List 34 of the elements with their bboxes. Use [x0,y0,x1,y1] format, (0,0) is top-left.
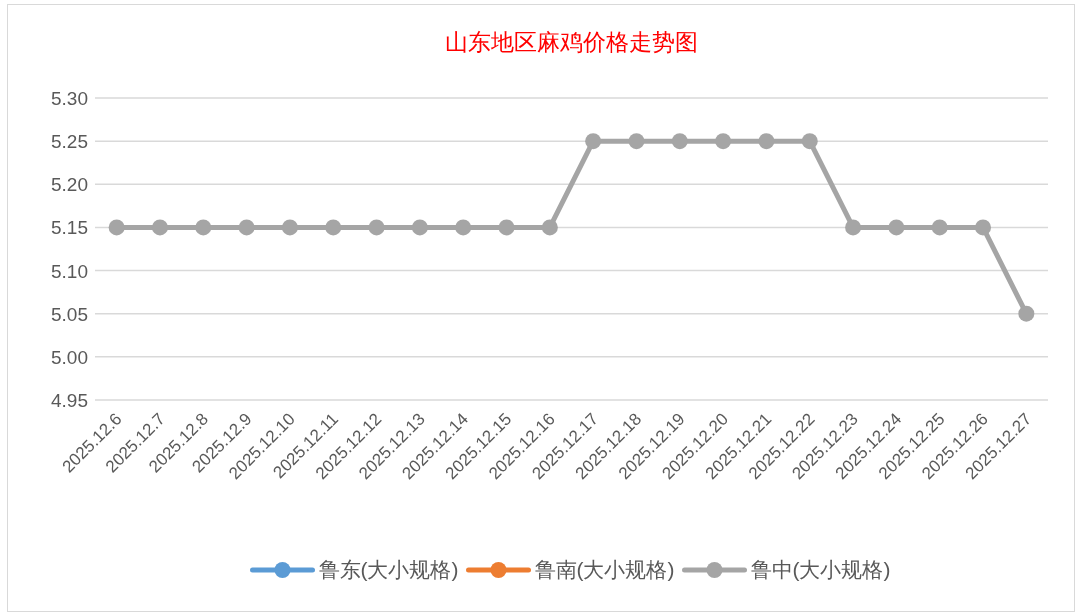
legend-label: 鲁南(大小规格) [534,558,675,581]
y-tick-label: 5.20 [51,174,88,196]
y-tick-label: 5.25 [51,131,88,153]
point [368,219,385,236]
point [108,219,125,236]
legend-label: 鲁东(大小规格) [318,558,459,581]
point [628,133,645,150]
point [541,219,558,236]
point [325,219,342,236]
point [715,133,732,150]
point [151,219,168,236]
legend-label: 鲁中(大小规格) [750,558,891,581]
point [931,219,948,236]
point [758,133,775,150]
y-tick-label: 4.95 [51,390,88,411]
point [455,219,472,236]
y-tick-label: 5.30 [51,88,88,109]
point [281,219,298,236]
point [498,219,515,236]
point [845,219,862,236]
y-tick-label: 5.05 [51,303,88,325]
point [411,219,428,236]
chart-title: 山东地区麻鸡价格走势图 [445,30,698,55]
point [195,219,212,236]
point [975,219,992,236]
y-tick-label: 5.10 [51,260,88,282]
y-tick-label: 5.15 [51,217,88,239]
point [671,133,688,150]
point [585,133,602,150]
point [238,219,255,236]
point [888,219,905,236]
point [801,133,818,150]
point [1018,305,1035,322]
y-tick-label: 5.00 [51,346,88,368]
